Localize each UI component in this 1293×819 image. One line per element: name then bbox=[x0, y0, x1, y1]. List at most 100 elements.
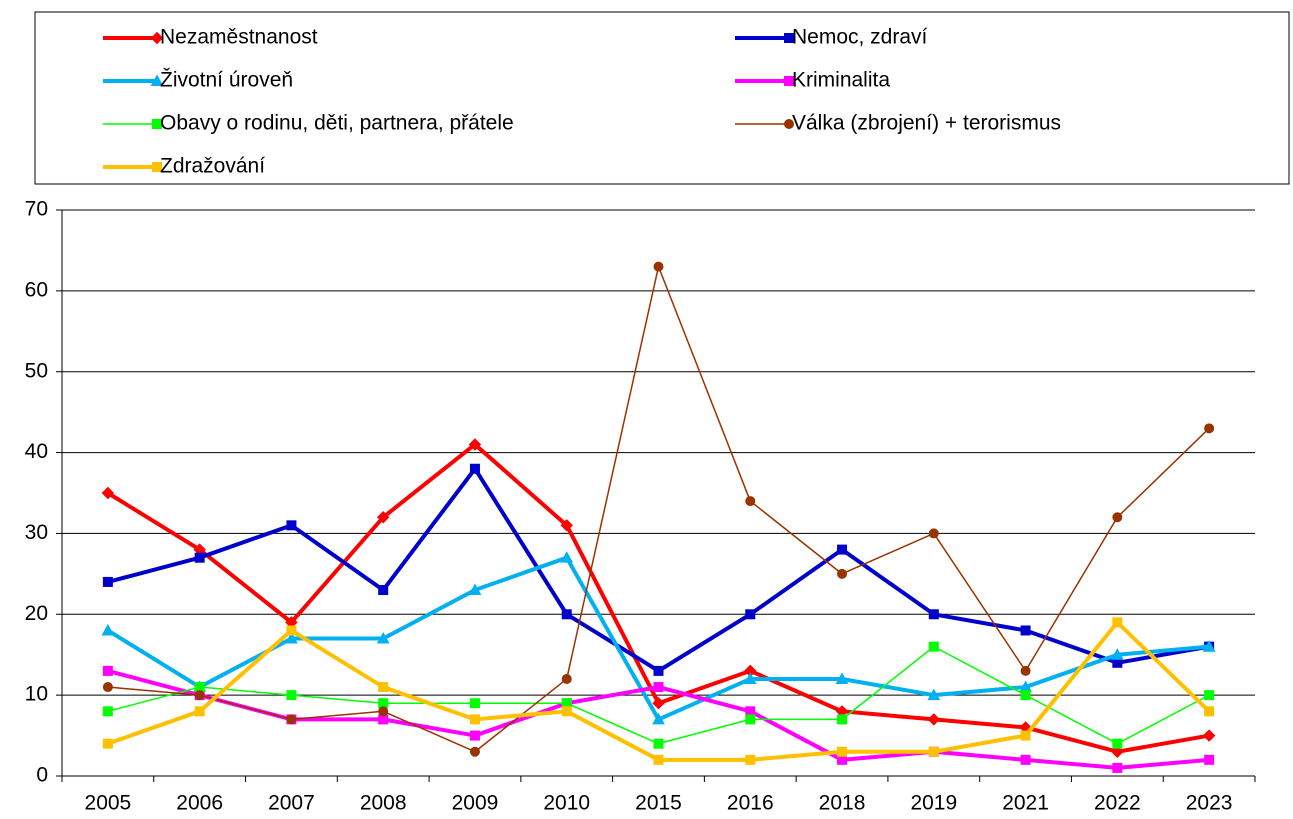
data-point bbox=[285, 632, 298, 644]
data-point bbox=[927, 688, 941, 701]
data-point bbox=[653, 665, 664, 676]
data-point bbox=[102, 576, 113, 587]
data-point bbox=[1204, 690, 1215, 701]
data-point bbox=[1020, 665, 1031, 676]
legend-label: Válka (zbrojení) + terorismus bbox=[792, 112, 1061, 135]
data-point bbox=[560, 519, 573, 532]
data-point bbox=[1020, 730, 1031, 741]
x-tick-label: 2022 bbox=[1094, 792, 1141, 815]
data-point bbox=[286, 625, 297, 636]
data-point bbox=[837, 544, 848, 555]
data-point bbox=[652, 697, 665, 710]
data-point bbox=[469, 714, 480, 725]
x-tick-label: 2009 bbox=[452, 792, 499, 815]
data-point bbox=[194, 706, 205, 717]
legend-label: Nemoc, zdraví bbox=[792, 26, 928, 49]
data-point bbox=[376, 511, 390, 524]
data-point bbox=[1204, 754, 1215, 765]
x-tick-label: 2021 bbox=[1002, 792, 1049, 815]
data-point bbox=[928, 641, 939, 652]
data-point bbox=[653, 682, 664, 693]
data-point bbox=[928, 528, 939, 539]
data-point bbox=[743, 672, 757, 684]
data-point bbox=[928, 746, 939, 757]
legend-marker bbox=[784, 119, 794, 129]
data-point bbox=[928, 609, 939, 620]
x-tick-label: 2008 bbox=[360, 792, 407, 815]
data-point bbox=[745, 714, 756, 725]
data-point bbox=[469, 463, 480, 474]
data-point bbox=[469, 698, 480, 709]
data-point bbox=[101, 486, 115, 500]
data-point bbox=[1020, 625, 1031, 636]
data-point bbox=[286, 520, 297, 531]
data-point bbox=[652, 712, 665, 725]
data-point bbox=[560, 551, 574, 563]
x-tick-label: 2007 bbox=[268, 792, 315, 815]
data-point bbox=[102, 738, 113, 749]
data-point bbox=[102, 682, 113, 693]
data-point bbox=[469, 746, 480, 757]
data-point bbox=[837, 568, 848, 579]
data-point bbox=[1111, 745, 1124, 758]
data-point bbox=[102, 665, 113, 676]
data-point bbox=[653, 261, 664, 272]
legend-label: Zdražování bbox=[160, 155, 265, 178]
data-point bbox=[745, 609, 756, 620]
data-point bbox=[837, 746, 848, 757]
data-point bbox=[1111, 648, 1124, 660]
x-tick-label: 2018 bbox=[819, 792, 866, 815]
x-tick-label: 2015 bbox=[635, 792, 682, 815]
data-point bbox=[1204, 706, 1215, 717]
data-point bbox=[1204, 423, 1215, 434]
data-point bbox=[286, 690, 297, 701]
data-point bbox=[561, 673, 572, 684]
data-point bbox=[468, 583, 482, 596]
legend-label: Nezaměstnanost bbox=[160, 26, 318, 49]
legend-marker bbox=[152, 119, 162, 129]
data-point bbox=[835, 672, 849, 684]
legend-marker bbox=[150, 74, 164, 86]
y-tick-label: 70 bbox=[25, 198, 48, 221]
data-point bbox=[1020, 754, 1031, 765]
y-tick-label: 20 bbox=[25, 602, 48, 625]
data-point bbox=[653, 738, 664, 749]
y-tick-label: 60 bbox=[25, 278, 48, 301]
y-tick-label: 50 bbox=[25, 359, 48, 382]
data-point bbox=[378, 706, 389, 717]
data-point bbox=[194, 690, 205, 701]
data-point bbox=[653, 754, 664, 765]
legend-marker bbox=[784, 76, 794, 86]
data-point bbox=[378, 585, 389, 596]
data-point bbox=[1112, 738, 1123, 749]
data-point bbox=[837, 714, 848, 725]
x-tick-label: 2006 bbox=[176, 792, 223, 815]
data-point bbox=[745, 754, 756, 765]
legend-label: Životní úroveň bbox=[160, 69, 293, 92]
data-point bbox=[1020, 690, 1031, 701]
data-point bbox=[927, 713, 941, 726]
data-point bbox=[286, 714, 297, 725]
x-tick-label: 2023 bbox=[1186, 792, 1233, 815]
legend-marker bbox=[152, 162, 162, 172]
data-point bbox=[101, 623, 115, 636]
x-tick-label: 2010 bbox=[543, 792, 590, 815]
x-tick-label: 2019 bbox=[910, 792, 957, 815]
data-point bbox=[378, 682, 389, 693]
data-point bbox=[1112, 617, 1123, 628]
data-point bbox=[194, 552, 205, 563]
data-point bbox=[469, 730, 480, 741]
y-tick-label: 0 bbox=[36, 764, 48, 787]
y-tick-label: 40 bbox=[25, 440, 48, 463]
data-point bbox=[1202, 729, 1216, 742]
x-tick-label: 2016 bbox=[727, 792, 774, 815]
data-point bbox=[102, 706, 113, 717]
data-point bbox=[1112, 512, 1123, 523]
data-point bbox=[1202, 640, 1216, 652]
data-point bbox=[561, 706, 572, 717]
data-point bbox=[1112, 762, 1123, 773]
data-point bbox=[561, 609, 572, 620]
legend-marker bbox=[150, 31, 164, 45]
data-point bbox=[745, 496, 756, 507]
y-tick-label: 10 bbox=[25, 683, 48, 706]
